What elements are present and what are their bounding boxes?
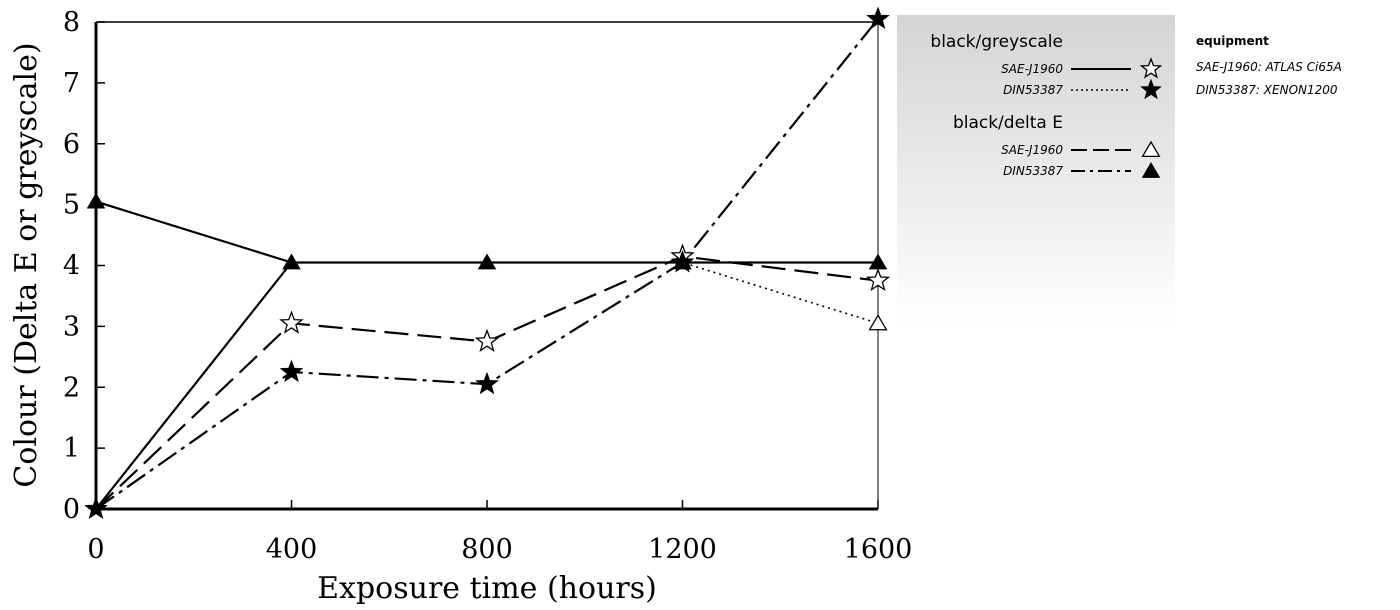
legend-group-title: black/delta E <box>953 113 1063 133</box>
legend-entry-label: DIN53387 <box>1003 164 1063 178</box>
legend-entry-label: SAE-J1960 <box>1001 62 1063 76</box>
legend-group-title: black/greyscale <box>930 32 1063 52</box>
y-tick-label: 4 <box>63 251 80 282</box>
y-tick-label: 1 <box>63 433 80 464</box>
x-tick-label: 1200 <box>648 534 717 565</box>
data-point-open-star <box>474 328 500 352</box>
data-point-open-triangle <box>868 314 888 331</box>
legend-marker-filled-star <box>1140 78 1162 100</box>
legend-marker-open-triangle <box>1141 140 1161 158</box>
equipment-title: equipment <box>1196 34 1269 48</box>
data-point-open-star <box>279 310 304 334</box>
x-tick-label: 1600 <box>844 534 913 565</box>
x-tick-label: 800 <box>461 534 513 565</box>
equipment-line-1: SAE-J1960: ATLAS Ci65A <box>1196 60 1342 74</box>
data-point-open-star <box>865 267 891 292</box>
y-tick-label: 0 <box>63 494 80 525</box>
legend-entry-label: DIN53387 <box>1003 83 1063 97</box>
y-tick-label: 7 <box>63 68 80 99</box>
data-point-filled-star <box>279 359 304 383</box>
y-tick-label: 3 <box>63 311 80 342</box>
legend-marker-open-star <box>1139 57 1163 79</box>
data-point-filled-triangle <box>86 192 106 209</box>
x-tick-label: 0 <box>87 534 104 565</box>
y-tick-label: 8 <box>63 7 80 38</box>
data-point-filled-star <box>475 371 499 395</box>
data-point-filled-triangle <box>477 253 497 270</box>
x-tick-label: 400 <box>266 534 318 565</box>
data-point-filled-star <box>84 496 108 520</box>
equipment-line-2: DIN53387: XENON1200 <box>1196 83 1338 97</box>
y-tick-label: 5 <box>63 190 80 221</box>
y-tick-label: 2 <box>63 372 80 403</box>
legend-entry-label: SAE-J1960 <box>1001 143 1063 157</box>
series-line-segment <box>95 200 292 264</box>
data-point-filled-triangle <box>282 253 301 270</box>
y-axis-title: Colour (Delta E or greyscale) <box>9 42 44 487</box>
legend-marker-filled-triangle <box>1141 162 1161 178</box>
data-point-filled-star <box>866 6 890 30</box>
y-tick-label: 6 <box>63 129 80 160</box>
data-point-filled-star <box>670 250 695 273</box>
x-axis-title: Exposure time (hours) <box>317 571 657 606</box>
